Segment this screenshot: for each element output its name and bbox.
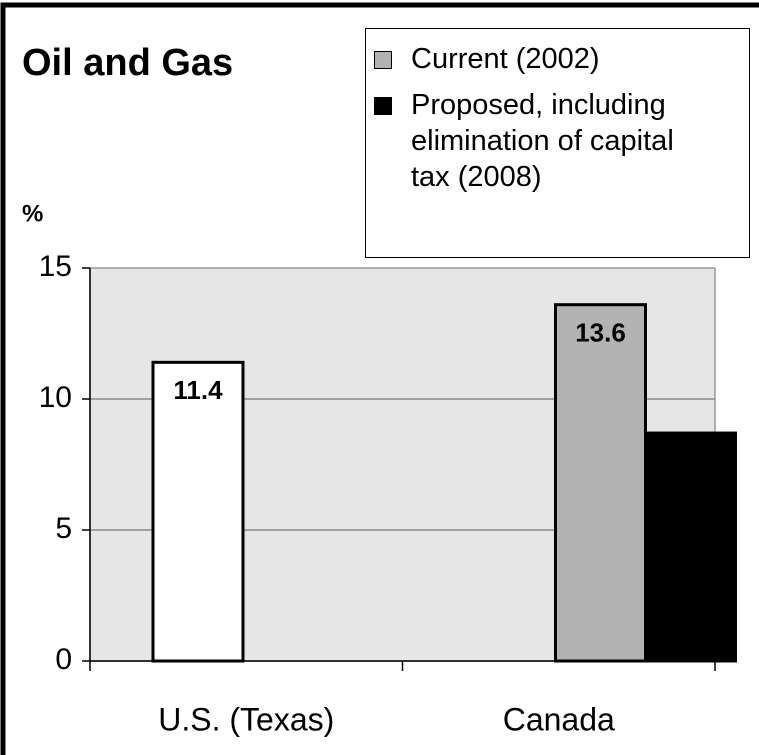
y-tick-label: 5 xyxy=(55,512,72,545)
y-tick-label: 15 xyxy=(39,250,72,283)
legend-swatch xyxy=(374,97,392,115)
y-tick-label: 10 xyxy=(39,381,72,414)
value-label: 13.6 xyxy=(575,318,626,348)
value-label: 8.7 xyxy=(672,446,708,476)
x-tick-label: U.S. (Texas) xyxy=(158,701,334,737)
chart-title: Oil and Gas xyxy=(22,42,233,84)
y-tick-label: 0 xyxy=(55,643,72,676)
bar xyxy=(554,303,647,663)
bar xyxy=(151,360,245,663)
value-label: 11.4 xyxy=(173,375,223,405)
legend-label: Current (2002) xyxy=(411,43,600,75)
x-tick-label: Canada xyxy=(503,701,615,737)
legend: Current (2002) Proposed, including elimin… xyxy=(365,28,750,258)
bar xyxy=(644,431,737,663)
legend-swatch xyxy=(374,51,392,69)
legend-label: Proposed, including elimination of capit… xyxy=(411,89,674,193)
y-axis-label: % xyxy=(22,200,43,227)
